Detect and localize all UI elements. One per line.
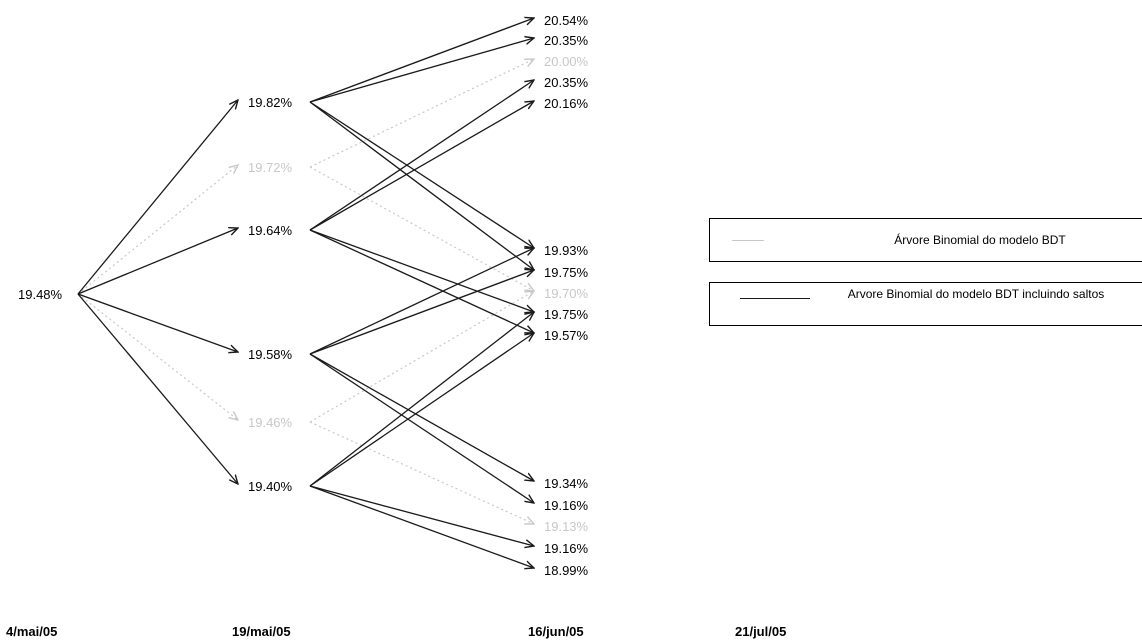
jump-edge <box>309 353 534 503</box>
jump-node-label: 19.34% <box>544 476 589 491</box>
jump-edge <box>309 270 534 355</box>
bdt-edge <box>309 421 534 524</box>
jump-node-label: 19.93% <box>544 243 589 258</box>
jump-node-label: 19.58% <box>248 347 293 362</box>
legend-label-jumps: Arvore Binomial do modelo BDT incluindo … <box>847 287 1105 301</box>
jump-edge <box>309 18 534 103</box>
jump-node-label: 19.82% <box>248 95 293 110</box>
legend-label-bdt: Árvore Binomial do modelo BDT <box>894 233 1066 247</box>
tree-edges <box>77 18 534 568</box>
bdt-edge <box>309 291 534 423</box>
jump-node-label: 20.35% <box>544 75 589 90</box>
legend-jumps: Arvore Binomial do modelo BDT incluindo … <box>709 282 1142 326</box>
bdt-node-label: 19.46% <box>248 415 293 430</box>
date-label: 21/jul/05 <box>735 624 786 639</box>
jump-node-label: 19.64% <box>248 223 293 238</box>
jump-node-label: 19.40% <box>248 479 293 494</box>
jump-edge <box>309 312 534 487</box>
jump-node-label: 20.35% <box>544 33 589 48</box>
jump-edge <box>309 101 534 231</box>
jump-node-label: 19.57% <box>544 328 589 343</box>
bdt-edge <box>77 293 238 420</box>
date-axis: 4/mai/05 19/mai/05 16/jun/05 21/jul/05 <box>6 624 786 639</box>
jump-node-label: 19.75% <box>544 307 589 322</box>
jump-node-label: 19.16% <box>544 498 589 513</box>
jump-edge <box>309 229 534 312</box>
jump-edge <box>309 80 534 231</box>
bdt-edge <box>77 165 238 295</box>
jump-edge <box>309 248 534 355</box>
tree-nodes: 19.48% 19.82% 19.64% 19.58% 19.40% 19.72% 19.4… <box>18 13 589 578</box>
bdt-node-label: 19.70% <box>544 286 589 301</box>
bdt-node-label: 20.00% <box>544 54 589 69</box>
jump-edge <box>309 101 534 270</box>
jump-edge <box>309 101 534 248</box>
jump-node-label: 19.75% <box>544 265 589 280</box>
jump-edge <box>77 293 238 352</box>
jump-edge <box>309 229 534 333</box>
jump-edge <box>77 100 238 295</box>
bdt-edge <box>309 59 534 168</box>
jump-edge <box>309 38 534 103</box>
jump-node-label: 20.54% <box>544 13 589 28</box>
jump-edge <box>309 333 534 487</box>
jump-edge <box>77 293 238 484</box>
legend-swatch-bdt <box>732 240 764 241</box>
date-label: 4/mai/05 <box>6 624 57 639</box>
jump-node-label: 18.99% <box>544 563 589 578</box>
jump-node-label: 20.16% <box>544 96 589 111</box>
bdt-node-label: 19.72% <box>248 160 293 175</box>
legend-bdt: Árvore Binomial do modelo BDT <box>709 218 1142 262</box>
jump-edge <box>309 353 534 481</box>
jump-edge <box>309 485 534 568</box>
jump-edge <box>77 228 238 295</box>
jump-node-label: 19.48% <box>18 287 63 302</box>
bdt-node-label: 19.13% <box>544 519 589 534</box>
date-label: 16/jun/05 <box>528 624 584 639</box>
date-label: 19/mai/05 <box>232 624 291 639</box>
legend-swatch-jumps <box>740 298 810 299</box>
jump-edge <box>309 485 534 546</box>
jump-node-label: 19.16% <box>544 541 589 556</box>
